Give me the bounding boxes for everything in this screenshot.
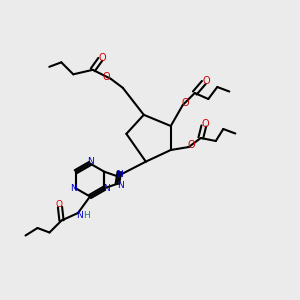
Text: N: N (103, 184, 110, 193)
Text: N: N (117, 181, 124, 190)
Text: O: O (103, 72, 110, 82)
Text: O: O (188, 140, 195, 151)
Text: H: H (83, 211, 90, 220)
Text: O: O (202, 119, 209, 129)
Text: N: N (70, 184, 76, 193)
Text: N: N (76, 211, 83, 220)
Text: O: O (99, 53, 106, 63)
Text: O: O (182, 98, 189, 109)
Text: N: N (87, 157, 93, 166)
Text: N: N (116, 170, 123, 179)
Text: O: O (55, 200, 62, 209)
Text: O: O (202, 76, 210, 86)
